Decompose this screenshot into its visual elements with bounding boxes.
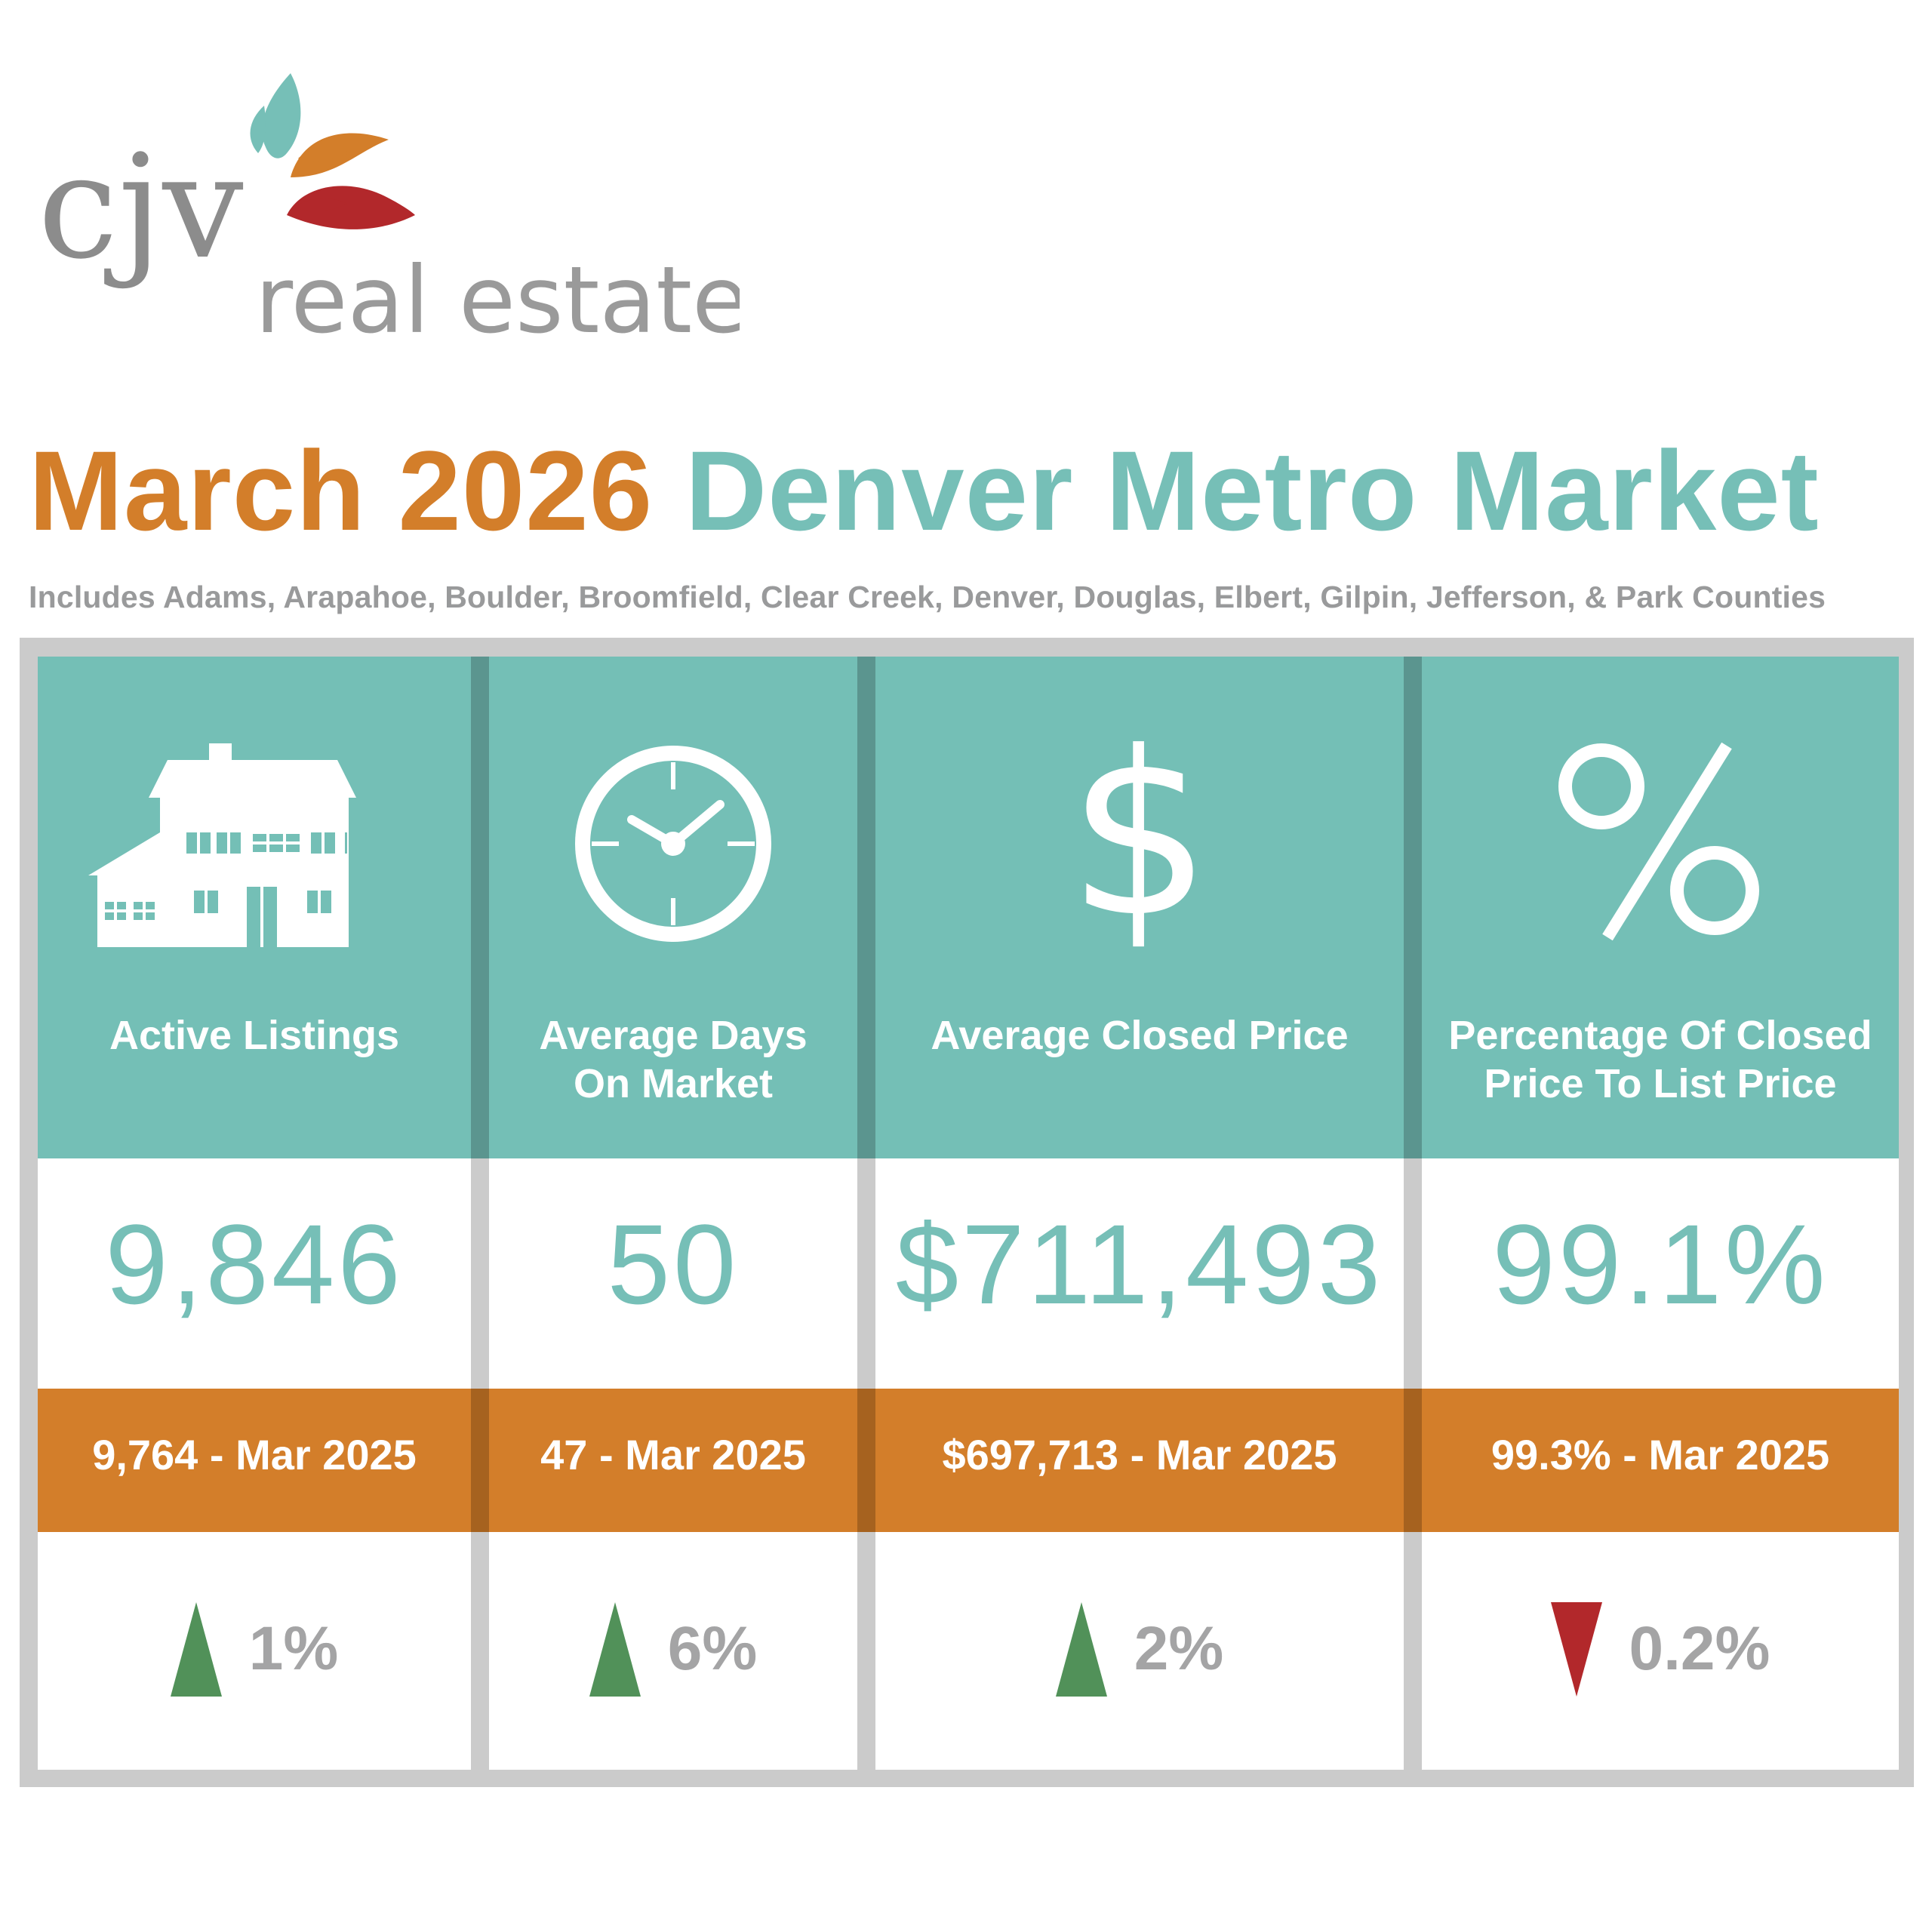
- logo-tagline: real estate: [255, 247, 740, 351]
- value-row: [38, 1158, 1899, 1389]
- metric-average-closed-price: $ Average Closed Price $711,493 $697,713…: [875, 657, 1404, 1770]
- title-region: Denver Metro Market: [685, 427, 1820, 554]
- metric-change: 0.2%: [1422, 1600, 1899, 1698]
- clock-icon: [568, 746, 779, 946]
- logo-leaf-red-small: [294, 198, 347, 211]
- change-row: [38, 1532, 1899, 1770]
- svg-text:$: $: [1075, 740, 1204, 947]
- trend-down-icon: [1550, 1601, 1602, 1697]
- metric-change: 1%: [38, 1600, 471, 1698]
- metric-value: 50: [607, 1201, 740, 1327]
- title-month: March 2026: [29, 427, 654, 554]
- dollar-icon: $: [1068, 703, 1212, 967]
- logo-leaf-red: [287, 186, 415, 229]
- metric-label: Percentage Of Closed Price To List Price: [1448, 1013, 1872, 1106]
- metric-change: 6%: [489, 1600, 857, 1698]
- metric-value: 9,846: [105, 1201, 404, 1327]
- trend-up-icon: [1055, 1601, 1107, 1697]
- counties-subtitle: Includes Adams, Arapahoe, Boulder, Broom…: [29, 580, 1826, 614]
- house-icon: [88, 743, 420, 951]
- metric-previous-year: 47 - Mar 2025: [540, 1431, 806, 1478]
- metric-label: Active Listings: [109, 1013, 400, 1058]
- metric-value: $711,493: [895, 1201, 1384, 1327]
- column-divider: [857, 657, 875, 1770]
- logo-leaf-orange-small: [298, 147, 351, 162]
- previous-year-row: [38, 1389, 1899, 1532]
- metric-value: 99.1%: [1492, 1201, 1829, 1327]
- column-divider: [471, 657, 489, 1770]
- percent-icon: [1555, 740, 1766, 947]
- metric-previous-year: 99.3% - Mar 2025: [1491, 1431, 1830, 1478]
- metric-label: Average Days On Market: [539, 1013, 808, 1106]
- metric-change: 2%: [875, 1600, 1404, 1698]
- trend-up-icon: [170, 1601, 222, 1697]
- metric-label: Average Closed Price: [931, 1013, 1349, 1058]
- logo-leaf-teal: [262, 73, 301, 158]
- logo-leaf-teal-small: [250, 106, 266, 153]
- metric-close-to-list-ratio: Percentage Of Closed Price To List Price …: [1422, 657, 1899, 1770]
- column-divider: [1404, 657, 1422, 1770]
- company-logo: cjv real estate: [38, 64, 749, 354]
- metric-days-on-market: Average Days On Market 50 47 - Mar 2025 6…: [489, 657, 857, 1770]
- metric-active-listings: Active Listings 9,846 9,764 - Mar 2025 1…: [38, 657, 471, 1770]
- logo-wordmark: cjv: [38, 124, 244, 291]
- metric-previous-year: $697,713 - Mar 2025: [942, 1431, 1337, 1478]
- metric-previous-year: 9,764 - Mar 2025: [92, 1431, 417, 1478]
- page-title: March 2026 Denver Metro Market: [29, 434, 1820, 547]
- trend-up-icon: [589, 1601, 641, 1697]
